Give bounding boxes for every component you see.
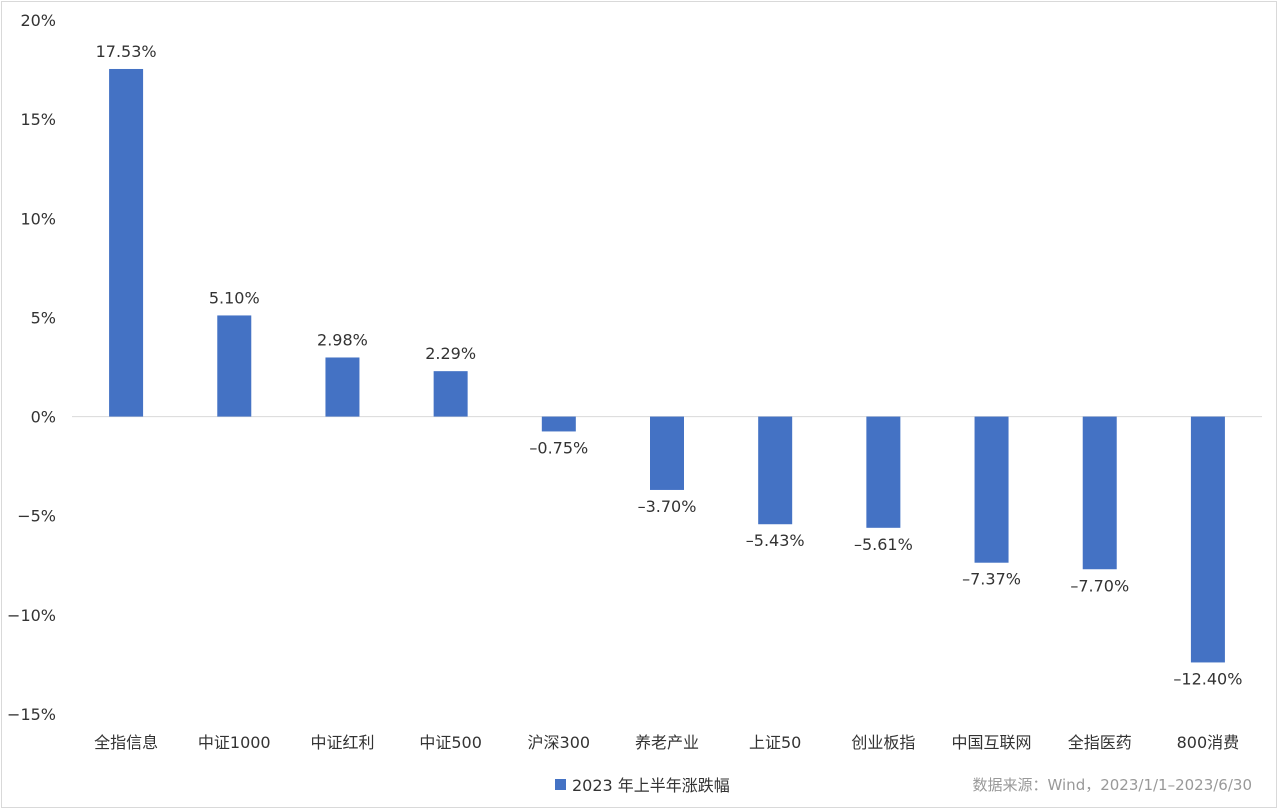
data-label: –5.61% [854, 535, 913, 554]
bar [1082, 416, 1117, 570]
y-tick-label: 10% [20, 209, 56, 228]
x-category-label: 中证500 [419, 733, 482, 752]
source-note: 数据来源：Wind，2023/1/1–2023/6/30 [972, 776, 1252, 794]
y-tick-label: 0% [31, 408, 56, 427]
bar [974, 416, 1009, 563]
x-category-label: 创业板指 [851, 733, 915, 752]
bar [541, 416, 576, 432]
data-label: 5.10% [209, 288, 260, 307]
x-category-label: 中证红利 [310, 733, 374, 752]
legend-swatch [555, 778, 566, 790]
bar [433, 371, 468, 417]
data-label: –12.40% [1173, 669, 1242, 688]
x-category-label: 沪深300 [528, 733, 591, 752]
y-tick-label: 5% [31, 308, 56, 327]
data-label: –7.37% [962, 570, 1021, 589]
data-label: 2.29% [425, 344, 476, 363]
x-category-label: 中证1000 [198, 733, 271, 752]
bar [866, 416, 901, 528]
x-category-label: 养老产业 [635, 733, 699, 752]
bar [217, 315, 252, 417]
bar [325, 357, 360, 417]
x-category-label: 中国互联网 [952, 733, 1032, 752]
y-tick-label: −10% [7, 606, 56, 625]
y-tick-label: −5% [17, 507, 56, 526]
x-category-label: 全指医药 [1068, 733, 1132, 752]
data-label: 2.98% [317, 330, 368, 349]
legend-label: 2023 年上半年涨跌幅 [572, 776, 730, 795]
x-category-label: 800消费 [1177, 733, 1240, 752]
bar [109, 68, 144, 417]
bar [1190, 416, 1225, 663]
data-label: –5.43% [746, 531, 805, 550]
data-label: –0.75% [529, 438, 588, 457]
bar [758, 416, 793, 525]
bar [650, 416, 684, 490]
x-category-label: 上证50 [749, 733, 801, 752]
x-category-label: 全指信息 [94, 733, 158, 752]
y-tick-label: 20% [20, 11, 56, 30]
legend: 2023 年上半年涨跌幅 [555, 772, 730, 796]
data-label: –3.70% [638, 497, 697, 516]
data-label: 17.53% [96, 42, 157, 61]
y-tick-label: 15% [20, 110, 56, 129]
y-tick-label: −15% [7, 705, 56, 724]
data-label: –7.70% [1070, 576, 1129, 595]
